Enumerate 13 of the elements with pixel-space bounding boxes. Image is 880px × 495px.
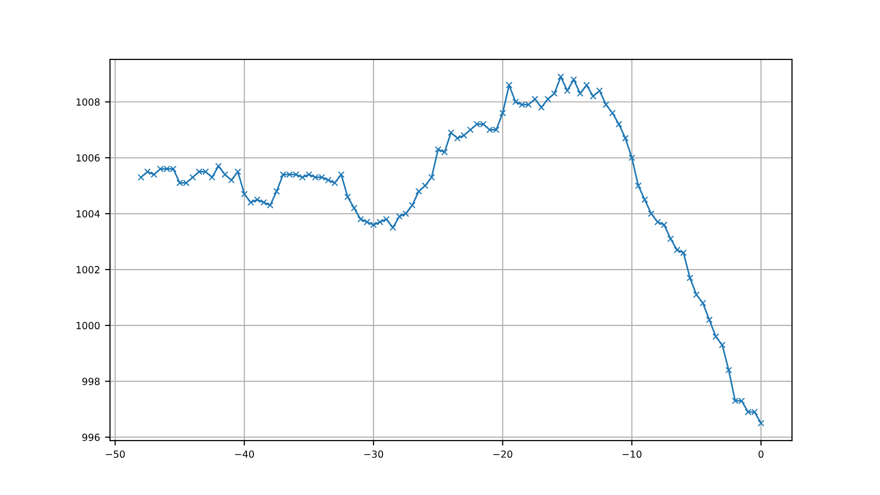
- x-tick-label: −40: [235, 450, 254, 458]
- y-tick-label: 1002: [76, 266, 100, 274]
- x-tick-label: −50: [106, 450, 125, 458]
- x-tick-label: 0: [758, 450, 764, 458]
- y-tick-label: 1008: [76, 98, 100, 106]
- y-tick-label: 1004: [76, 210, 100, 218]
- y-tick-label: 998: [82, 378, 100, 386]
- x-tick-label: −20: [493, 450, 512, 458]
- x-tick-label: −30: [364, 450, 384, 458]
- y-tick-label: 1006: [76, 154, 100, 162]
- y-tick-label: 1000: [76, 322, 100, 330]
- x-tick-label: −10: [622, 450, 642, 458]
- y-tick-label: 996: [82, 434, 100, 442]
